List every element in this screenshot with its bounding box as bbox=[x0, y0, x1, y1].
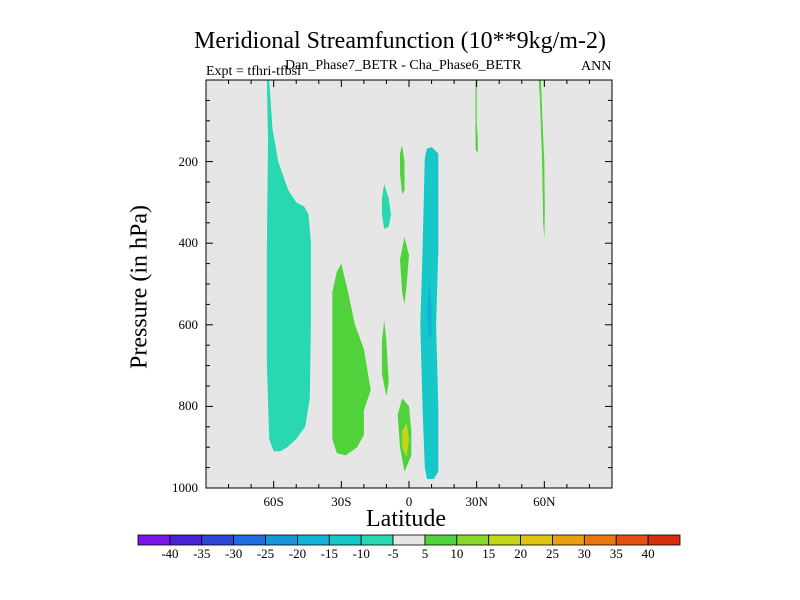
contour-region-mid-tropical-cell bbox=[400, 237, 409, 305]
colorbar-swatch bbox=[233, 534, 266, 546]
contour-region-nh-subtropical-strip bbox=[475, 80, 478, 154]
season-label: ANN bbox=[581, 59, 612, 74]
colorbar-swatch bbox=[265, 534, 298, 546]
colorbar-label: -30 bbox=[224, 546, 243, 561]
x-tick-label: 0 bbox=[405, 494, 413, 509]
chart-subtitle: Dan_Phase7_BETR - Cha_Phase6_BETR bbox=[285, 58, 522, 73]
colorbar-swatch bbox=[201, 534, 235, 546]
colorbar-swatch bbox=[424, 534, 458, 546]
colorbar-label: 10 bbox=[450, 546, 464, 561]
colorbar-swatch bbox=[615, 534, 649, 546]
colorbar-swatch bbox=[647, 534, 681, 546]
y-tick-label: 400 bbox=[178, 235, 199, 251]
x-tick-label: 30N bbox=[465, 494, 488, 509]
colorbar-label: -10 bbox=[352, 546, 370, 561]
colorbar-label: 20 bbox=[514, 546, 528, 561]
colorbar-swatch bbox=[392, 534, 426, 546]
contour-region-sh-subtropical-strip bbox=[381, 320, 389, 397]
colorbar-label: 30 bbox=[577, 546, 591, 561]
colorbar-swatch bbox=[488, 534, 521, 546]
contour-region-sh-high-lat-cell bbox=[266, 80, 311, 452]
colorbar-label: 35 bbox=[609, 546, 623, 561]
colorbar-swatch bbox=[520, 534, 553, 546]
colorbar-swatch bbox=[169, 534, 203, 546]
colorbar-swatch bbox=[360, 534, 394, 546]
contour-region-upper-tropical-cell-west bbox=[381, 184, 391, 229]
contour-region-nh-polar-strip bbox=[538, 80, 545, 240]
y-tick-label: 600 bbox=[178, 316, 199, 332]
colorbar-label: 15 bbox=[482, 546, 496, 561]
colorbar-swatch bbox=[297, 534, 330, 546]
y-tick-label: 200 bbox=[178, 153, 199, 169]
colorbar-swatch bbox=[583, 534, 617, 546]
y-tick-label: 800 bbox=[178, 398, 199, 414]
contour-region-near-surface-core bbox=[402, 422, 409, 458]
colorbar-swatch bbox=[328, 534, 362, 546]
colorbar-label: -5 bbox=[387, 546, 399, 561]
colorbar-label: 5 bbox=[421, 546, 429, 561]
x-tick-label: 30S bbox=[331, 494, 352, 509]
chart-title: Meridional Streamfunction (10**9kg/m-2) bbox=[194, 28, 606, 54]
x-tick-label: 60S bbox=[263, 494, 284, 509]
x-tick-label: 60N bbox=[533, 494, 556, 509]
colorbar-label: 40 bbox=[641, 546, 655, 561]
contour-region-nh-tropical-cell-core bbox=[427, 279, 432, 342]
colorbar-swatch bbox=[137, 534, 171, 546]
colorbar-swatch bbox=[456, 534, 490, 546]
x-axis-label: Latitude bbox=[366, 506, 446, 532]
colorbar-label: -35 bbox=[193, 546, 211, 561]
colorbar-label: -25 bbox=[256, 546, 275, 561]
colorbar-swatch bbox=[552, 534, 585, 546]
experiment-label: Expt = tfhri-tfbsi bbox=[206, 64, 301, 79]
contour-region-upper-tropical-cell-east bbox=[400, 145, 405, 195]
colorbar-label: -20 bbox=[288, 546, 307, 561]
contour-region-sh-mid-lat-cell bbox=[332, 263, 371, 456]
colorbar-label: -40 bbox=[161, 546, 179, 561]
y-tick-label: 1000 bbox=[172, 480, 198, 495]
colorbar-label: -15 bbox=[320, 546, 338, 561]
colorbar-label: 25 bbox=[545, 546, 559, 561]
